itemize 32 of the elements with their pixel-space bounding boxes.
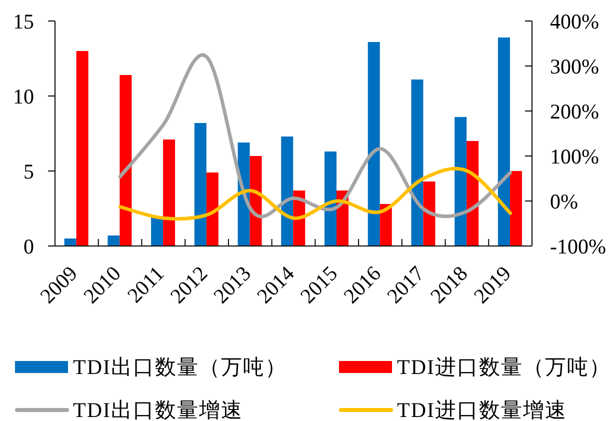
bar [206, 172, 218, 246]
bar [411, 80, 424, 246]
y2-tick-label: 100% [550, 144, 599, 168]
bar [281, 136, 294, 246]
bar [250, 156, 262, 246]
bar [108, 236, 120, 246]
legend-label: TDI进口数量（万吨） [397, 354, 611, 380]
x-tick-label: 2011 [122, 261, 169, 308]
bar [324, 152, 337, 246]
bar [423, 182, 436, 246]
legend-label: TDI出口数量增速 [73, 396, 243, 421]
bar [454, 117, 467, 246]
y2-tick-label: -100% [550, 234, 606, 258]
y2-tick-label: 400% [550, 9, 599, 34]
bar [64, 238, 76, 246]
bar [163, 140, 176, 246]
y2-tick-label: 200% [550, 99, 599, 124]
y-tick-label: 10 [13, 84, 34, 108]
bar [510, 171, 522, 246]
y2-tick-label: 300% [550, 54, 599, 78]
y-tick-label: 0 [24, 234, 34, 258]
y-tick-label: 5 [24, 159, 34, 184]
bar [120, 75, 132, 246]
legend-label: TDI出口数量（万吨） [73, 354, 287, 380]
bar [466, 141, 479, 246]
legend-label: TDI进口数量增速 [397, 396, 567, 421]
bar [368, 42, 380, 246]
bar [194, 123, 206, 246]
y-tick-label: 15 [13, 9, 34, 34]
bar [76, 51, 88, 246]
y2-tick-label: 0% [550, 189, 578, 214]
bar [498, 38, 510, 246]
